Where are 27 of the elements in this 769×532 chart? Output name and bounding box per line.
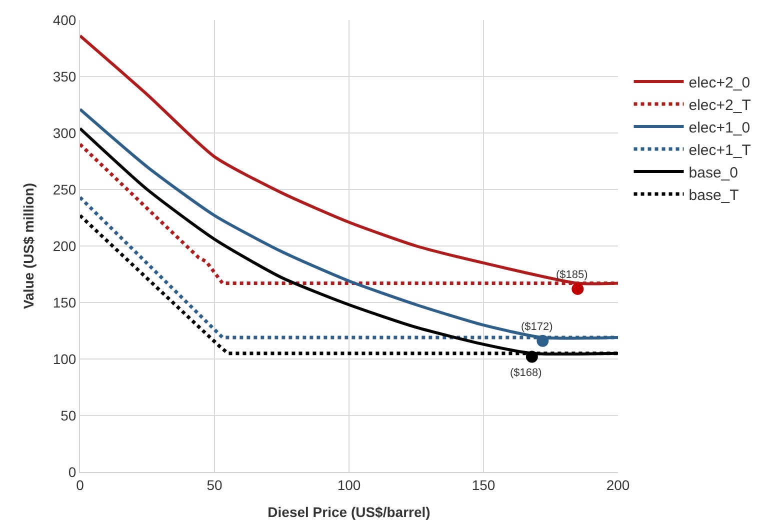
y-tick-label: 200 <box>52 238 76 254</box>
annotation: ($172) <box>521 321 553 333</box>
y-tick-label: 50 <box>60 407 76 424</box>
y-tick-label: 0 <box>68 464 76 480</box>
point <box>572 282 584 295</box>
y-tick-label: 300 <box>52 124 76 141</box>
legend-label: elec+2_0 <box>688 74 750 92</box>
point <box>526 350 538 363</box>
legend-label: elec+1_T <box>688 142 751 159</box>
x-tick-label: 100 <box>337 476 361 493</box>
y-tick-label: 400 <box>52 12 76 28</box>
legend-label: elec+2_T <box>688 96 751 114</box>
y-tick-label: 100 <box>52 350 76 367</box>
y-tick-label: 250 <box>52 181 76 198</box>
legend-label: base_0 <box>688 164 738 182</box>
legend-label: base_T <box>688 186 739 204</box>
y-tick-label: 150 <box>52 294 76 310</box>
x-tick-label: 200 <box>606 476 630 493</box>
x-tick-label: 150 <box>472 476 496 493</box>
x-tick-label: 50 <box>206 476 222 493</box>
x-axis-title: Diesel Price (US$/barrel) <box>268 504 430 520</box>
annotation: ($168) <box>510 367 542 379</box>
y-tick-label: 350 <box>52 68 76 84</box>
point <box>536 334 549 347</box>
y-axis-title: Value (US$ million) <box>20 182 36 310</box>
annotation: ($185) <box>556 269 588 281</box>
legend-label: elec+1_0 <box>688 119 750 136</box>
